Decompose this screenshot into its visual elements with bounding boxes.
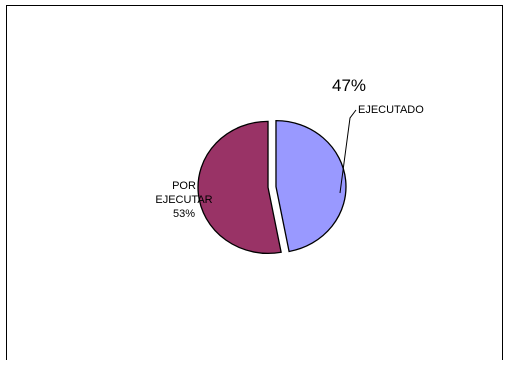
- pie-slice-por-ejecutar: [197, 120, 282, 255]
- leader-line-ejecutado: [339, 109, 357, 194]
- slice-label-por-ejecutar-line1: POR: [172, 180, 196, 192]
- pie-slice-ejecutado: [275, 119, 347, 253]
- slice-percent-por-ejecutar: 53%: [173, 208, 195, 220]
- slice-label-por-ejecutar-line2: EJECUTAR: [155, 194, 212, 206]
- slice-label-ejecutado: EJECUTADO: [358, 104, 424, 116]
- chart-frame: [6, 5, 503, 360]
- slice-percent-ejecutado: 47%: [332, 76, 366, 95]
- pie-slices: [197, 119, 347, 255]
